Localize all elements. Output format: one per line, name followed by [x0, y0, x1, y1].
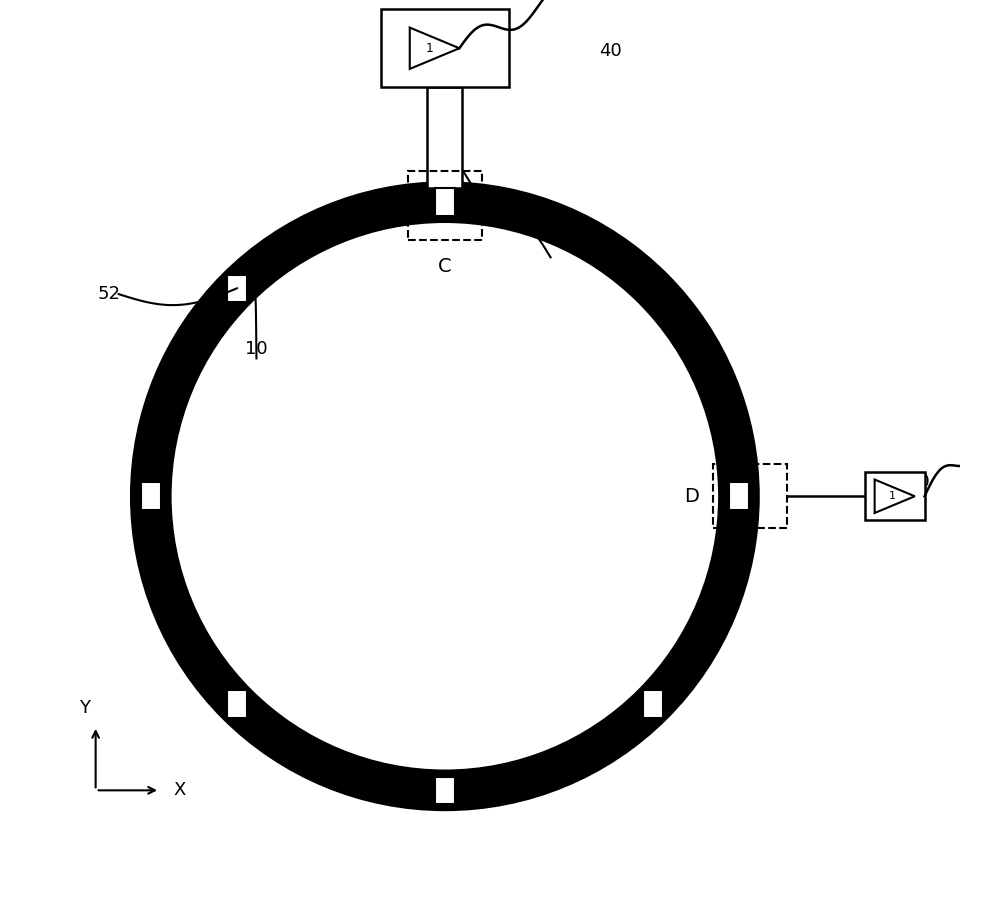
Bar — [435, 777, 455, 804]
Text: C: C — [438, 256, 452, 276]
Text: 40: 40 — [599, 41, 622, 60]
Bar — [227, 690, 247, 718]
Bar — [141, 482, 161, 510]
Bar — [713, 464, 787, 528]
Bar — [729, 482, 749, 510]
Polygon shape — [875, 480, 915, 513]
Bar — [408, 171, 482, 240]
Text: 15: 15 — [718, 409, 741, 427]
Bar — [435, 188, 455, 216]
Text: 52: 52 — [98, 285, 121, 303]
Bar — [227, 275, 247, 302]
Text: Y: Y — [79, 698, 90, 717]
Bar — [865, 472, 925, 520]
Text: X: X — [174, 781, 186, 800]
Bar — [643, 690, 663, 718]
Text: 1: 1 — [426, 41, 434, 55]
Text: 40: 40 — [907, 473, 930, 492]
Text: 10: 10 — [245, 340, 268, 358]
Bar — [427, 87, 462, 188]
Text: 1: 1 — [888, 492, 895, 501]
Text: D: D — [685, 487, 699, 505]
Text: 15: 15 — [548, 221, 571, 239]
Polygon shape — [410, 28, 459, 69]
Bar — [381, 9, 509, 87]
